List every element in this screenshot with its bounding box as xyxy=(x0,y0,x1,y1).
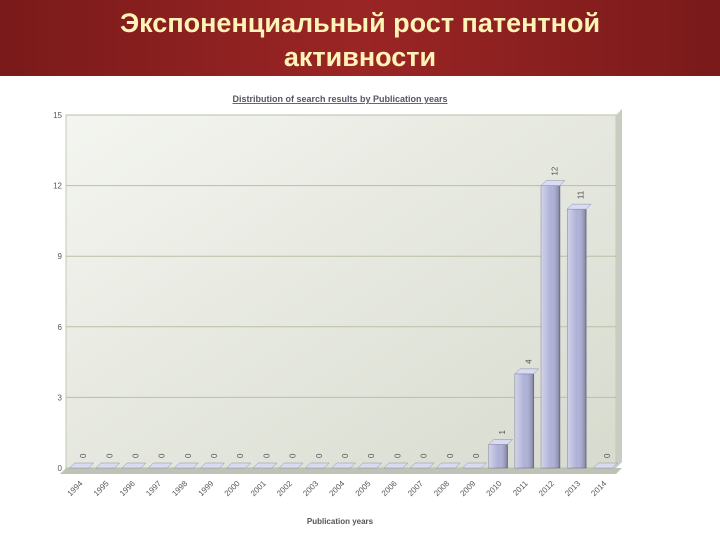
value-label: 4 xyxy=(524,359,533,364)
value-label: 0 xyxy=(262,453,271,458)
x-tick-label: 2013 xyxy=(563,479,582,498)
value-label: 0 xyxy=(341,453,350,458)
value-label: 12 xyxy=(551,166,560,175)
value-label: 0 xyxy=(420,453,429,458)
bar-shade xyxy=(541,185,560,468)
x-tick-label: 2012 xyxy=(537,479,556,498)
x-tick-label: 1996 xyxy=(118,479,137,498)
value-label: 0 xyxy=(131,453,140,458)
slide-title: Экспоненциальный рост патентной активнос… xyxy=(119,8,601,72)
value-label: 0 xyxy=(184,453,193,458)
bar-top xyxy=(252,462,278,469)
x-tick-label: 1999 xyxy=(197,479,216,498)
bar-top xyxy=(540,180,566,186)
bar-shade xyxy=(514,373,534,468)
bar-top xyxy=(226,462,252,469)
x-tick-label: 2003 xyxy=(301,479,320,498)
value-label: 1 xyxy=(498,429,507,434)
value-label: 0 xyxy=(236,453,245,458)
value-label: 0 xyxy=(79,453,88,458)
bar-top xyxy=(173,462,199,469)
x-tick-label: 2011 xyxy=(511,479,530,498)
x-tick-label: 2002 xyxy=(275,479,294,498)
y-tick-label: 6 xyxy=(58,323,63,332)
value-label: 0 xyxy=(289,453,298,458)
value-label: 0 xyxy=(367,453,376,458)
x-tick-label: 2001 xyxy=(249,479,268,498)
bar-top xyxy=(121,462,147,469)
bar-top xyxy=(69,462,95,469)
bar-top xyxy=(435,462,461,469)
x-tick-label: 2010 xyxy=(485,479,504,498)
bar-top xyxy=(409,462,435,469)
bar-shade xyxy=(567,209,587,468)
value-label: 0 xyxy=(446,453,455,458)
bar-shade xyxy=(488,444,508,468)
bar-top xyxy=(566,203,592,210)
bar-top xyxy=(330,462,357,469)
value-label: 0 xyxy=(603,453,612,458)
bar-top xyxy=(304,462,330,469)
x-tick-label: 2008 xyxy=(432,479,451,498)
plot-floor xyxy=(60,468,622,474)
value-label: 0 xyxy=(210,453,219,458)
y-tick-label: 9 xyxy=(58,252,63,261)
x-tick-label: 2007 xyxy=(406,479,425,498)
x-tick-label: 1998 xyxy=(170,479,189,498)
bar-top xyxy=(461,462,487,469)
value-label: 0 xyxy=(393,453,402,458)
x-tick-label: 2009 xyxy=(458,479,477,498)
x-tick-label: 2006 xyxy=(380,479,399,498)
y-tick-label: 15 xyxy=(53,111,62,120)
bar-top xyxy=(147,462,173,469)
bar-top xyxy=(95,462,121,469)
x-tick-label: 1995 xyxy=(92,479,111,498)
x-tick-label: 2005 xyxy=(354,479,373,498)
value-label: 0 xyxy=(472,453,481,458)
bar-top xyxy=(514,368,540,375)
bar-top xyxy=(383,462,409,469)
chart-title: Distribution of search results by Public… xyxy=(232,94,447,104)
x-tick-label: 2004 xyxy=(327,479,346,498)
bar-top xyxy=(488,439,514,445)
value-label: 11 xyxy=(577,190,586,199)
value-label: 0 xyxy=(158,453,167,458)
x-tick-label: 1994 xyxy=(66,479,85,498)
x-tick-label: 2000 xyxy=(223,479,242,498)
y-tick-label: 3 xyxy=(58,393,63,402)
bar-top xyxy=(592,462,618,469)
bar-top xyxy=(357,462,383,469)
bar-top xyxy=(200,462,226,469)
value-label: 0 xyxy=(315,453,324,458)
x-axis-label: Publication years xyxy=(307,517,374,526)
y-tick-label: 0 xyxy=(58,464,63,473)
value-label: 0 xyxy=(105,453,114,458)
x-tick-label: 2014 xyxy=(589,479,608,498)
y-tick-label: 12 xyxy=(53,182,62,191)
x-tick-label: 1997 xyxy=(144,479,163,498)
bar-top xyxy=(278,462,304,469)
header-band xyxy=(0,0,720,76)
